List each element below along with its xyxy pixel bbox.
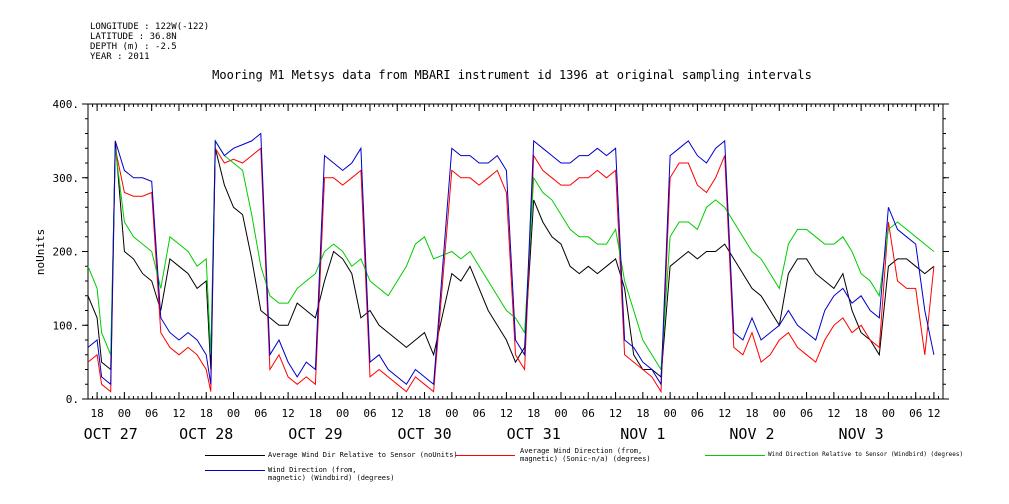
- x-tick-label: 12: [391, 407, 404, 420]
- x-tick-label: 12: [927, 407, 940, 420]
- x-date-label: OCT 29: [288, 425, 342, 443]
- series-line-4: [87, 132, 935, 386]
- x-tick-label: 18: [90, 407, 103, 420]
- legend-label-series-3: Wind Direction Relative to Sensor (Windb…: [768, 451, 964, 458]
- legend-label-series-2: Average Wind Direction (from, magnetic) …: [520, 447, 651, 463]
- x-tick-label: 06: [582, 407, 595, 420]
- legend-label-series-4: Wind Direction (from, magnetic) (Windbir…: [268, 466, 395, 482]
- x-tick-label: 12: [827, 407, 840, 420]
- x-tick-label: 06: [691, 407, 704, 420]
- legend-swatch-series-4: [205, 470, 265, 471]
- legend-label-series-1: Average Wind Dir Relative to Sensor (noU…: [268, 451, 458, 459]
- metadata-depth: DEPTH (m) : -2.5: [90, 42, 177, 52]
- x-tick-label: 18: [418, 407, 431, 420]
- x-tick-label: 12: [609, 407, 622, 420]
- x-tick-label: 12: [718, 407, 731, 420]
- legend-swatch-series-1: [205, 455, 265, 456]
- x-tick-label: 18: [527, 407, 540, 420]
- y-axis-label: noUnits: [34, 229, 47, 275]
- x-tick-label: 12: [172, 407, 185, 420]
- metadata-block: LONGITUDE : 122W(-122) LATITUDE : 36.8N …: [90, 22, 209, 62]
- metadata-latitude: LATITUDE : 36.8N: [90, 32, 177, 42]
- plot-area: 0. 100. 200. 300. 400. 18 00 06 12 18 00 06 12 18 00 06…: [53, 98, 949, 443]
- x-date-label: OCT 31: [507, 425, 561, 443]
- x-tick-label: 00: [773, 407, 786, 420]
- x-tick-label: 06: [472, 407, 485, 420]
- x-tick-label: 00: [118, 407, 131, 420]
- y-tick-label: 200.: [53, 246, 80, 259]
- legend-swatch-series-3: [705, 455, 765, 456]
- x-tick-label: 06: [363, 407, 376, 420]
- x-date-label: NOV 2: [729, 425, 774, 443]
- x-tick-label: 00: [664, 407, 677, 420]
- y-tick-label: 0.: [66, 393, 79, 406]
- x-tick-label: 18: [855, 407, 868, 420]
- x-date-label: NOV 1: [620, 425, 665, 443]
- x-tick-label: 18: [309, 407, 322, 420]
- x-tick-label: 00: [554, 407, 567, 420]
- x-tick-label: 00: [882, 407, 895, 420]
- x-tick-label: 06: [909, 407, 922, 420]
- x-date-label: OCT 30: [397, 425, 451, 443]
- x-date-label: OCT 28: [179, 425, 233, 443]
- x-date-label: OCT 27: [84, 425, 138, 443]
- x-tick-label: 06: [145, 407, 158, 420]
- x-tick-label: 18: [636, 407, 649, 420]
- y-tick-label: 400.: [53, 98, 80, 111]
- chart-title: Mooring M1 Metsys data from MBARI instru…: [212, 68, 812, 82]
- x-date-label: NOV 3: [839, 425, 884, 443]
- y-tick-label: 300.: [53, 172, 80, 185]
- legend-swatch-series-2: [455, 455, 515, 456]
- metadata-longitude: LONGITUDE : 122W(-122): [90, 22, 210, 32]
- x-tick-label: 00: [336, 407, 349, 420]
- x-tick-label: 06: [800, 407, 813, 420]
- metadata-year: YEAR : 2011: [90, 52, 150, 62]
- x-tick-label: 18: [745, 407, 758, 420]
- y-tick-label: 100.: [53, 319, 80, 332]
- x-tick-label: 18: [200, 407, 213, 420]
- x-tick-label: 06: [254, 407, 267, 420]
- x-tick-label: 12: [281, 407, 294, 420]
- x-tick-label: 12: [500, 407, 513, 420]
- x-tick-label: 00: [227, 407, 240, 420]
- x-tick-label: 00: [445, 407, 458, 420]
